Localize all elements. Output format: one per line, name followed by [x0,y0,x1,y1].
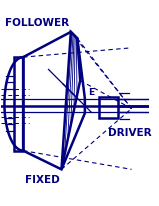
Text: FOLLOWER: FOLLOWER [5,18,69,28]
Text: E: E [88,88,94,97]
Text: FIXED: FIXED [25,174,60,184]
Text: DRIVER: DRIVER [108,127,151,137]
